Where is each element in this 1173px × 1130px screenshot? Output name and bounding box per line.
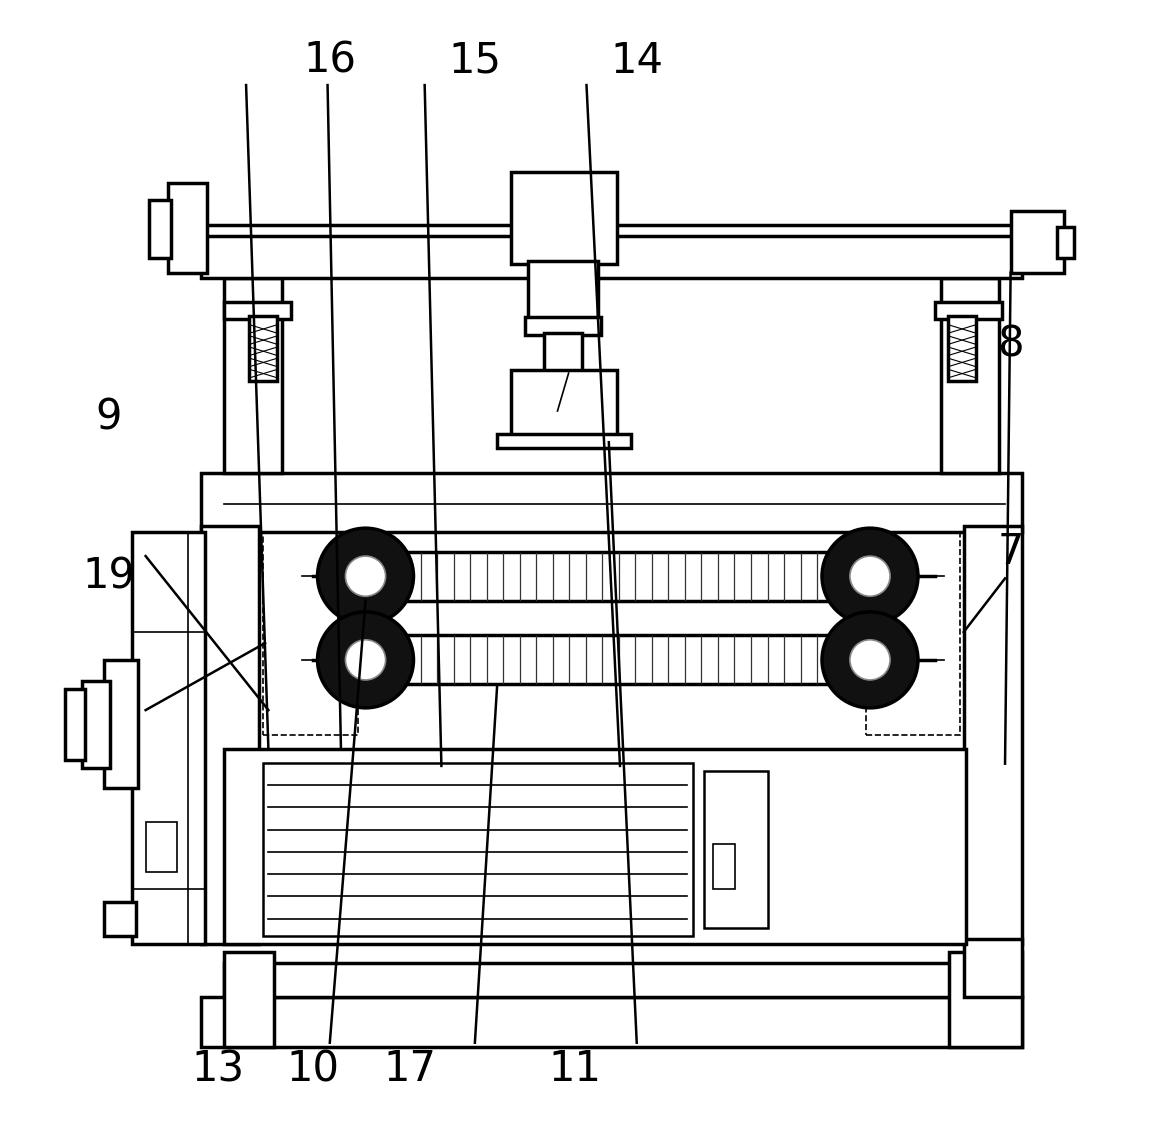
Bar: [82, 681, 110, 768]
Text: 10: 10: [286, 1049, 339, 1090]
Bar: [263, 763, 692, 936]
Bar: [202, 473, 1022, 531]
Bar: [948, 316, 976, 381]
Circle shape: [345, 556, 386, 597]
Bar: [942, 278, 999, 473]
Bar: [358, 650, 371, 670]
Text: 7: 7: [997, 531, 1024, 573]
Bar: [529, 261, 598, 320]
Bar: [1011, 211, 1064, 272]
Bar: [949, 953, 1022, 1048]
Bar: [224, 953, 274, 1048]
Bar: [865, 566, 877, 586]
Bar: [168, 183, 206, 272]
Bar: [510, 172, 617, 263]
Bar: [224, 278, 282, 473]
Bar: [202, 525, 259, 945]
Circle shape: [850, 556, 890, 597]
Text: 15: 15: [448, 40, 501, 81]
Bar: [145, 822, 177, 872]
Bar: [133, 531, 205, 945]
Bar: [104, 902, 136, 936]
Bar: [704, 772, 768, 928]
Bar: [364, 635, 874, 685]
Bar: [202, 232, 1022, 278]
Bar: [544, 333, 582, 373]
Bar: [250, 316, 277, 381]
Bar: [202, 997, 1022, 1048]
Circle shape: [318, 528, 414, 624]
Bar: [104, 660, 137, 789]
Bar: [224, 964, 999, 997]
Bar: [66, 689, 86, 760]
Bar: [224, 302, 291, 320]
Bar: [1058, 227, 1074, 258]
Bar: [935, 302, 1002, 320]
Text: 13: 13: [191, 1049, 245, 1090]
Bar: [224, 749, 967, 945]
Bar: [713, 844, 735, 888]
Bar: [526, 318, 601, 336]
Bar: [263, 531, 358, 735]
Text: 16: 16: [304, 40, 357, 81]
Circle shape: [318, 611, 414, 707]
Bar: [510, 370, 617, 442]
Bar: [964, 525, 1022, 945]
Bar: [364, 551, 874, 601]
Circle shape: [850, 640, 890, 680]
Bar: [865, 650, 877, 670]
Circle shape: [822, 611, 918, 707]
Text: 19: 19: [82, 555, 135, 597]
Bar: [149, 200, 171, 258]
Circle shape: [822, 528, 918, 624]
Bar: [358, 566, 371, 586]
Circle shape: [345, 640, 386, 680]
Bar: [866, 531, 961, 735]
Text: 11: 11: [549, 1049, 602, 1090]
Bar: [202, 225, 1022, 236]
Text: 17: 17: [384, 1049, 436, 1090]
Bar: [497, 434, 631, 447]
Text: 14: 14: [610, 40, 663, 81]
Text: 9: 9: [96, 397, 122, 438]
Bar: [964, 939, 1022, 997]
Text: 8: 8: [997, 323, 1024, 365]
